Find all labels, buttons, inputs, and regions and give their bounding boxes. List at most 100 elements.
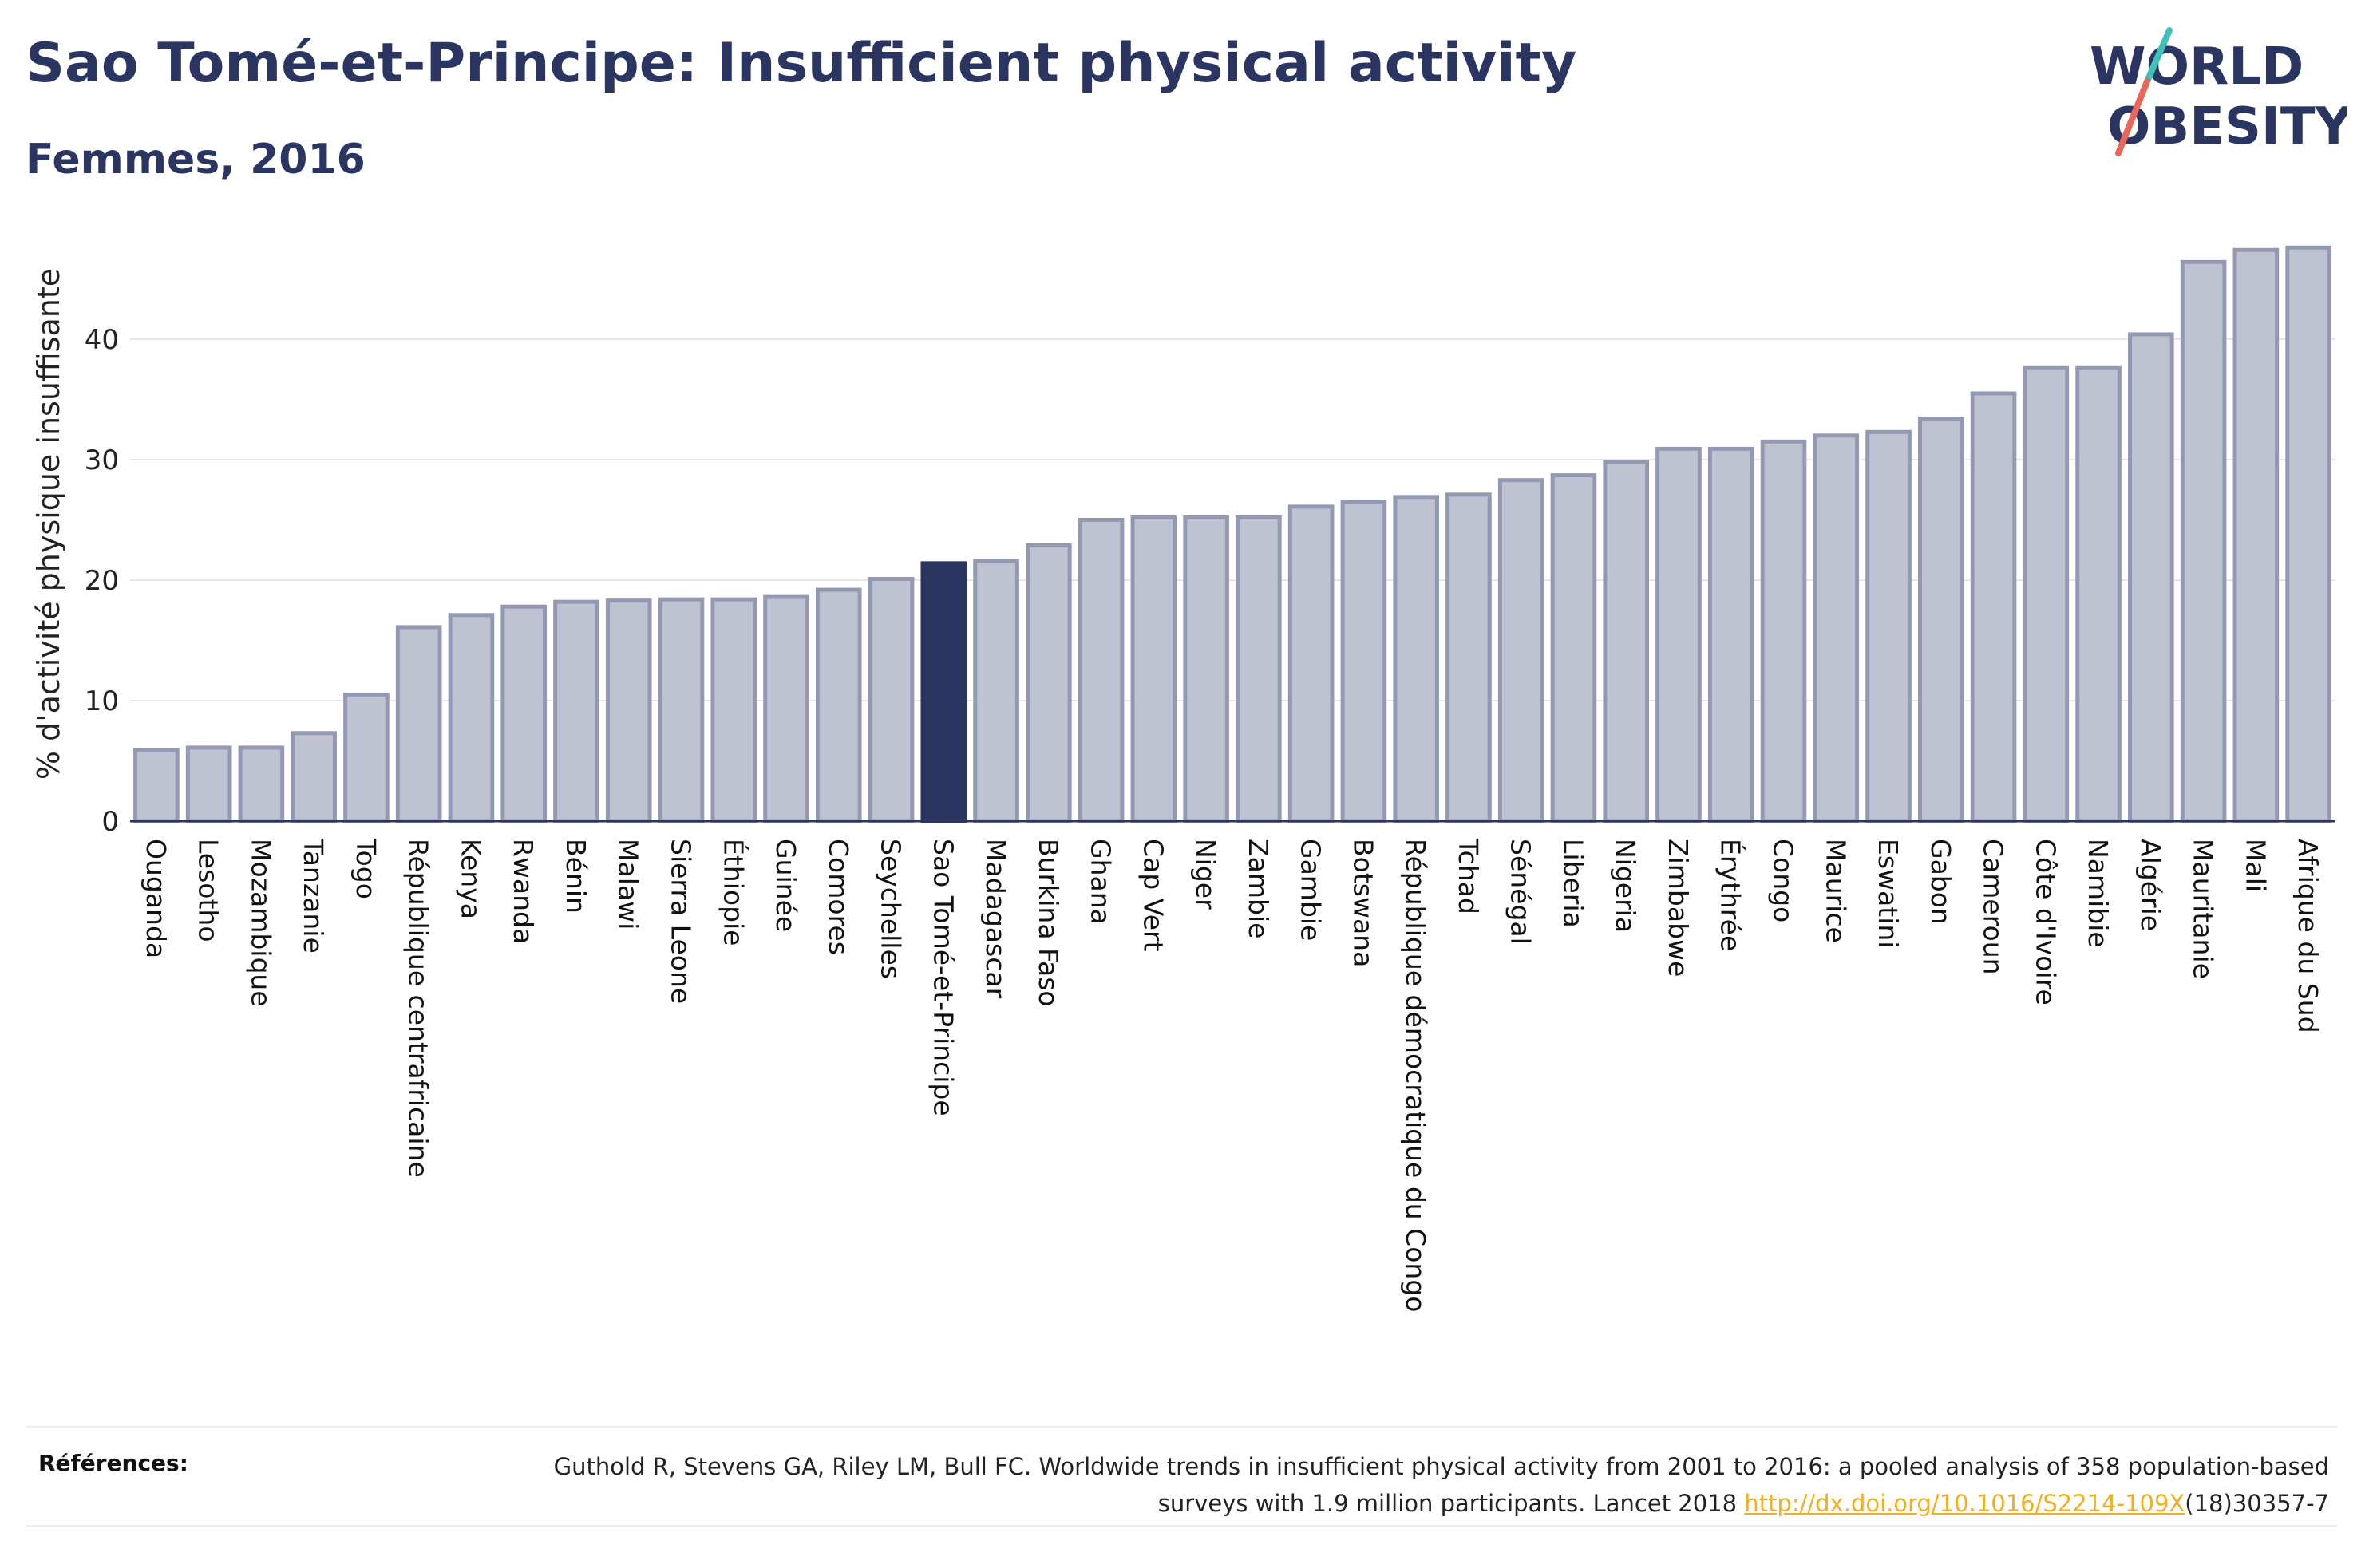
x-tick-label: Togo [350, 838, 382, 899]
references-citation-end: (18)30357-7 [2185, 1490, 2329, 1517]
x-tick-label: Érythrée [1715, 839, 1747, 951]
x-tick-label: Gambie [1295, 839, 1327, 941]
bar [868, 576, 915, 823]
bar [1340, 500, 1387, 823]
x-tick-label: Liberia [1557, 839, 1588, 928]
x-tick-label: Zambie [1243, 839, 1274, 938]
bar [343, 692, 390, 823]
references-citation: Guthold R, Stevens GA, Riley LM, Bull FC… [553, 1453, 2329, 1517]
bar [2232, 247, 2280, 823]
bar [1078, 518, 1125, 823]
x-tick-label: Seychelles [876, 839, 907, 979]
x-tick-label: Burkina Faso [1033, 839, 1064, 1007]
x-tick-label: Bénin [560, 839, 591, 914]
y-tick-label: 20 [85, 565, 119, 597]
bar [973, 559, 1019, 823]
bar [1970, 391, 2017, 823]
bar [815, 587, 862, 823]
logo-slash-teal [2144, 27, 2173, 85]
logo-slash-coral [2115, 78, 2150, 156]
x-tick-label: Tanzanie [298, 838, 329, 954]
chart-subtitle: Femmes, 2016 [26, 136, 366, 184]
bar [2285, 245, 2331, 823]
bar [2128, 332, 2174, 823]
bar [710, 597, 757, 823]
x-tick-label: Congo [1768, 839, 1799, 922]
x-tick-label: Gabon [1925, 839, 1956, 925]
bar [1287, 504, 1335, 823]
references-doi-link[interactable]: http://dx.doi.org/10.1016/S2214-109X [1744, 1490, 2185, 1517]
x-tick-label: Madagascar [980, 839, 1011, 999]
bar [658, 597, 705, 823]
references-text: Guthold R, Stevens GA, Riley LM, Bull FC… [493, 1448, 2329, 1522]
x-tick-label: Cap Vert [1137, 839, 1169, 952]
bar [920, 561, 967, 823]
y-tick-label: 40 [85, 324, 119, 356]
logo-line-1: WORLD [2090, 38, 2304, 97]
bar [2075, 365, 2122, 823]
x-tick-label: Zimbabwe [1663, 839, 1694, 977]
y-tick-label: 0 [101, 806, 119, 838]
x-tick-label: Sierra Leone [666, 839, 697, 1004]
bar [1445, 492, 1492, 823]
bar [291, 731, 337, 823]
references-bottom-divider [26, 1525, 2337, 1527]
bar [1865, 429, 1912, 823]
bar [1236, 515, 1282, 823]
x-tick-label: Côte d'Ivoire [2030, 839, 2061, 1005]
bar [1393, 495, 1439, 823]
x-tick-label: République centrafricaine [403, 839, 434, 1178]
x-tick-label: Maurice [1820, 839, 1851, 943]
x-tick-label: Lesotho [193, 839, 224, 942]
bar-chart: 0 10 20 30 40 % d'activité physique insuffisa… [31, 245, 2335, 1312]
x-tick-label: Kenya [455, 839, 486, 919]
x-tick-label: Mozambique [245, 839, 276, 1007]
bar [1026, 543, 1072, 823]
x-tick-label: Rwanda [508, 839, 539, 944]
references-label: Références: [38, 1450, 188, 1476]
bar [238, 745, 285, 823]
bar [1655, 446, 1702, 823]
bar [395, 625, 442, 823]
bar [1917, 417, 1964, 823]
x-tick-label: Malawi [613, 839, 644, 930]
x-tick-label: Nigeria [1610, 839, 1641, 933]
bar [553, 599, 599, 823]
x-tick-label: Éthiopie [718, 839, 749, 946]
x-tick-label: Comores [823, 839, 854, 955]
x-tick-label: Mali [2240, 839, 2271, 892]
bar [1183, 515, 1229, 823]
bar [605, 598, 652, 823]
bar [133, 748, 180, 823]
x-tick-label: Namibie [2082, 839, 2114, 948]
bar [1497, 478, 1544, 823]
x-tick-label: Eswatini [1873, 839, 1904, 948]
references-top-divider [26, 1426, 2337, 1428]
x-tick-label: Algérie [2135, 839, 2166, 931]
bar [2180, 259, 2227, 823]
bar [2023, 365, 2070, 823]
y-tick-label: 30 [85, 444, 119, 476]
x-tick-label: Ouganda [140, 839, 172, 958]
x-tick-label: Tchad [1453, 838, 1484, 914]
x-tick-label: Sao Tomé-et-Principe [927, 839, 959, 1116]
y-axis-label: % d'activité physique insuffisante [31, 268, 66, 780]
x-tick-label: Mauritanie [2188, 839, 2219, 979]
world-obesity-logo: WORLD OBESITY [2090, 27, 2347, 156]
x-tick-label: Guinée [770, 839, 801, 932]
bar [1707, 446, 1754, 823]
bar [500, 604, 548, 823]
bar [1130, 515, 1177, 823]
x-tick-label: Sénégal [1505, 839, 1536, 945]
x-tick-label: Niger [1190, 839, 1221, 910]
x-tick-label: Botswana [1347, 839, 1378, 967]
x-tick-label: Cameroun [1978, 839, 2009, 975]
logo-line-2: OBESITY [2107, 97, 2347, 156]
x-tick-label: République démocratique du Congo [1400, 839, 1431, 1312]
bar [1550, 473, 1597, 823]
bar [1603, 460, 1650, 823]
bar [763, 594, 809, 823]
x-tick-label: Afrique du Sud [2292, 839, 2323, 1033]
bar [1760, 439, 1807, 823]
chart-title: Sao Tomé-et-Principe: Insufficient physi… [26, 32, 1577, 95]
